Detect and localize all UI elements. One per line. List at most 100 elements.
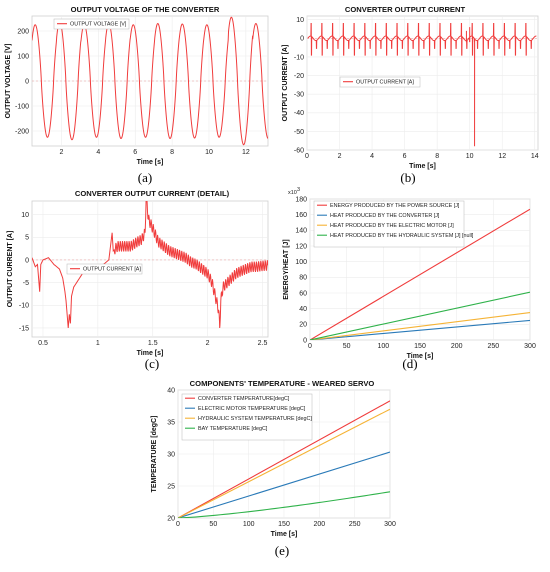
y-tick-label: 10 <box>21 212 29 219</box>
x-tick-label: 200 <box>451 343 463 350</box>
legend-entry-0: OUTPUT CURRENT [A] <box>83 267 141 273</box>
series-group <box>32 201 268 328</box>
y-tick-label: -60 <box>294 147 304 154</box>
legend-entry-0: OUTPUT VOLTAGE [V] <box>70 22 127 28</box>
legend-entry-2: HYDRAULIC SYSTEM TEMPERATURE [degC] <box>198 416 312 422</box>
series-group <box>32 16 268 146</box>
legend-entry-3: BAY TEMPERATURE [degC] <box>198 426 268 432</box>
x-tick-label: 0 <box>308 343 312 350</box>
series-group <box>178 400 390 518</box>
x-tick-label: 4 <box>370 153 374 160</box>
x-tick-label: 1 <box>96 340 100 347</box>
y-tick-label: -50 <box>294 129 304 136</box>
x-tick-label: 10 <box>205 149 213 156</box>
y-tick-label: -10 <box>19 303 29 310</box>
x-tick-label: 50 <box>343 343 351 350</box>
x-tick-label: 2.5 <box>258 340 268 347</box>
y-tick-label: 60 <box>299 290 307 297</box>
y-tick-label: 140 <box>295 228 307 235</box>
panel-letter: (b) <box>400 170 415 185</box>
y-tick-label: 200 <box>17 28 29 35</box>
y-tick-label: 10 <box>296 17 304 24</box>
series-line-0 <box>310 208 530 340</box>
y-tick-label: 80 <box>299 275 307 282</box>
y-axis-label: OUTPUT CURRENT [A] <box>7 231 14 308</box>
y-tick-label: 120 <box>295 243 307 250</box>
y-tick-label: 35 <box>167 419 175 426</box>
x-tick-label: 4 <box>96 149 100 156</box>
legend-box <box>339 76 421 88</box>
series-line-2 <box>310 312 530 340</box>
x-tick-label: 250 <box>487 343 499 350</box>
y-tick-label: -10 <box>294 54 304 61</box>
legend-entry-0: CONVERTER TEMPERATURE[degC] <box>198 396 290 402</box>
y-tick-label: 100 <box>17 53 29 60</box>
series-group <box>307 22 537 147</box>
y-axis-label: OUTPUT VOLTAGE [V] <box>5 44 12 119</box>
series-line-1 <box>310 319 530 340</box>
x-tick-label: 300 <box>524 343 536 350</box>
series-line-0 <box>307 22 537 147</box>
y-tick-label: 40 <box>299 306 307 313</box>
series-line-0 <box>32 201 268 328</box>
y-tick-label: -40 <box>294 110 304 117</box>
series-line-3 <box>310 291 530 340</box>
legend-entry-0: OUTPUT CURRENT [A] <box>356 80 414 86</box>
y-tick-label: 0 <box>25 257 29 264</box>
y-tick-label: -100 <box>15 103 29 110</box>
panel-letter: (a) <box>138 170 152 185</box>
x-tick-label: 1.5 <box>148 340 158 347</box>
y-tick-label: 0 <box>303 337 307 344</box>
legend-entry-1: HEAT PRODUCED BY THE CONVERTER [J] <box>330 213 440 219</box>
y-axis-label: ENERGY/HEAT [J] <box>283 239 290 300</box>
y-axis-label: OUTPUT CURRENT [A] <box>282 45 289 122</box>
y-axis-label: TEMPERATURE [degC] <box>151 416 158 493</box>
panel-letter: (e) <box>275 543 289 558</box>
series-line-3 <box>178 491 390 518</box>
x-tick-label: 2 <box>338 153 342 160</box>
chart-title: CONVERTER OUTPUT CURRENT (DETAIL) <box>75 189 230 198</box>
x-tick-label: 200 <box>313 521 325 528</box>
legend-entry-2: HEAT PRODUCED BY THE ELECTRIC MOTOR [J] <box>330 223 454 229</box>
x-tick-label: 0 <box>176 521 180 528</box>
x-tick-label: 0.5 <box>38 340 48 347</box>
y-tick-label: 5 <box>25 235 29 242</box>
x-axis-label: Time [s] <box>407 353 434 360</box>
x-tick-label: 2 <box>206 340 210 347</box>
x-tick-label: 2 <box>60 149 64 156</box>
x-tick-label: 100 <box>243 521 255 528</box>
legend: OUTPUT CURRENT [A] <box>66 263 143 275</box>
legend-box <box>181 393 313 441</box>
legend-entry-3: HEAT PRODUCED BY THE HYDRAULIC SYSTEM [J… <box>330 233 474 239</box>
x-tick-label: 12 <box>498 153 506 160</box>
y-tick-label: 160 <box>295 212 307 219</box>
y-tick-label: 30 <box>167 451 175 458</box>
y-tick-label: 25 <box>167 483 175 490</box>
x-axis-label: Time [s] <box>271 531 298 538</box>
x-tick-label: 150 <box>278 521 290 528</box>
y-tick-label: 40 <box>167 387 175 394</box>
x-tick-label: 6 <box>133 149 137 156</box>
series-line-2 <box>178 408 390 518</box>
legend: ENERGY PRODUCED BY THE POWER SOURCE [J] H… <box>313 200 474 248</box>
x-tick-label: 100 <box>377 343 389 350</box>
y-multiplier-exp: 3 <box>297 187 300 193</box>
chart-c: 0.5 1 1.5 2 2.5 -15 -10 -5 0 5 10 CONVERTER OUTPUT … <box>7 189 269 371</box>
y-tick-label: 20 <box>299 322 307 329</box>
chart-b: 0 2 4 6 8 10 12 14 -60 -50 -40 -30 -20 -10 0 10 CONVERTE… <box>282 5 539 185</box>
x-tick-label: 12 <box>242 149 250 156</box>
y-tick-label: -15 <box>19 325 29 332</box>
chart-d: 0 50 100 150 200 250 300 0 20 40 60 80 100 120 140 160 1… <box>283 187 536 371</box>
chart-title: COMPONENTS' TEMPERATURE - WEARED SERVO <box>190 379 375 388</box>
x-axis-label: Time [s] <box>409 163 436 170</box>
x-tick-label: 300 <box>384 521 396 528</box>
y-tick-label: 0 <box>25 78 29 85</box>
chart-title: OUTPUT VOLTAGE OF THE CONVERTER <box>71 5 220 14</box>
x-tick-label: 6 <box>403 153 407 160</box>
x-tick-label: 150 <box>414 343 426 350</box>
legend-entry-0: ENERGY PRODUCED BY THE POWER SOURCE [J] <box>330 203 460 209</box>
legend-box <box>53 18 130 30</box>
series-line-0 <box>32 16 268 146</box>
series-line-1 <box>178 451 390 518</box>
y-tick-label: -200 <box>15 128 29 135</box>
